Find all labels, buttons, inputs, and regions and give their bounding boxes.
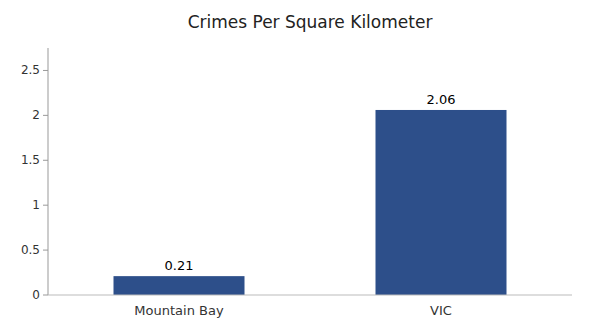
y-tick-label: 0.5 xyxy=(21,243,40,257)
chart: Crimes Per Square Kilometer 0 0.5 1 1.5 2 2.5 M… xyxy=(0,0,592,333)
bar xyxy=(376,110,507,295)
y-axis-line xyxy=(48,48,49,295)
y-tick-label: 0 xyxy=(32,288,40,302)
y-tick xyxy=(43,205,48,206)
y-axis: 0 0.5 1 1.5 2 2.5 xyxy=(21,48,48,302)
data-label: 2.06 xyxy=(427,92,456,107)
y-tick-label: 2.5 xyxy=(21,63,40,77)
y-tick xyxy=(43,250,48,251)
x-tick-label: Mountain Bay xyxy=(134,303,224,318)
y-tick-label: 2 xyxy=(32,108,40,122)
y-tick-label: 1.5 xyxy=(21,153,40,167)
chart-container: Crimes Per Square Kilometer 0 0.5 1 1.5 2 2.5 M… xyxy=(0,0,592,333)
y-tick xyxy=(43,115,48,116)
y-tick xyxy=(43,70,48,71)
bars xyxy=(114,110,507,295)
y-tick-label: 1 xyxy=(32,198,40,212)
x-axis-line xyxy=(48,295,572,296)
x-tick-label: VIC xyxy=(430,303,452,318)
background xyxy=(0,0,592,333)
bar xyxy=(114,276,245,295)
y-tick xyxy=(43,160,48,161)
title: Crimes Per Square Kilometer xyxy=(188,12,433,32)
y-tick xyxy=(43,295,48,296)
data-label: 0.21 xyxy=(165,258,194,273)
